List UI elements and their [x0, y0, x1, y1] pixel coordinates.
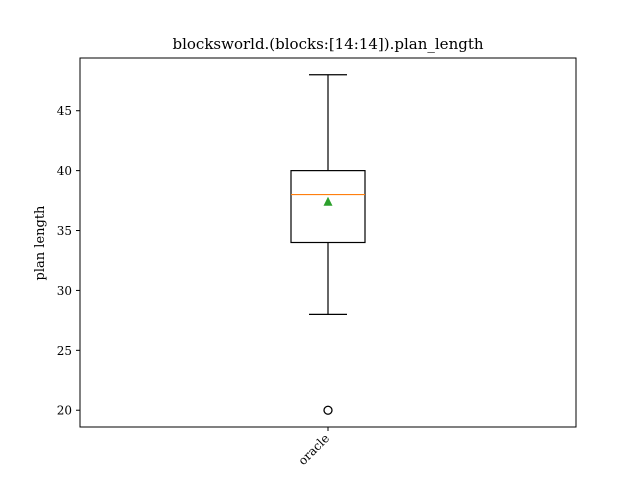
- y-tick-label: 20: [57, 404, 72, 418]
- y-tick-label: 25: [57, 344, 72, 358]
- y-tick-label: 30: [57, 284, 72, 298]
- y-tick-label: 45: [57, 104, 72, 118]
- chart-title: blocksworld.(blocks:[14:14]).plan_length: [172, 35, 483, 53]
- y-axis-label: plan length: [33, 205, 48, 281]
- outlier-point: [323, 405, 333, 415]
- iqr-box: [290, 170, 366, 244]
- y-tick-label: 35: [57, 224, 72, 238]
- mean-marker: [323, 196, 333, 206]
- y-tick-label: 40: [57, 164, 72, 178]
- axes-frame: [79, 57, 577, 428]
